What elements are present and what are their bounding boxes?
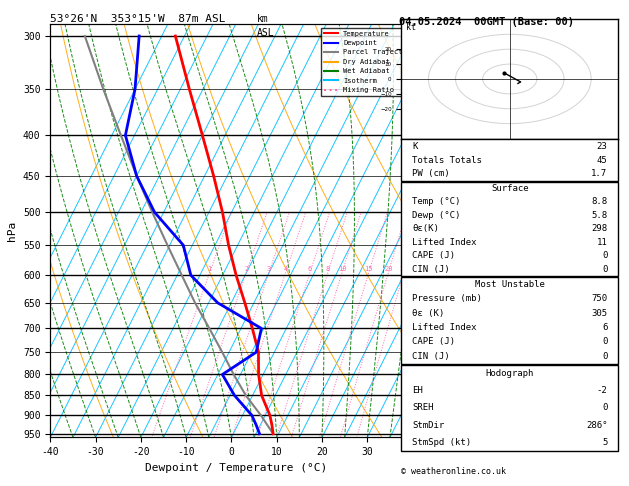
Text: PW (cm): PW (cm) xyxy=(412,170,450,178)
Text: 8.8: 8.8 xyxy=(591,197,608,207)
Text: 25: 25 xyxy=(399,266,408,272)
Text: Most Unstable: Most Unstable xyxy=(475,280,545,289)
Text: 6: 6 xyxy=(308,266,312,272)
Text: 3: 3 xyxy=(267,266,271,272)
Text: 2: 2 xyxy=(244,266,248,272)
Text: 0: 0 xyxy=(602,352,608,361)
Legend: Temperature, Dewpoint, Parcel Trajectory, Dry Adiabat, Wet Adiabat, Isotherm, Mi: Temperature, Dewpoint, Parcel Trajectory… xyxy=(321,28,418,96)
FancyBboxPatch shape xyxy=(401,182,618,276)
Text: CIN (J): CIN (J) xyxy=(412,265,450,274)
Text: 45: 45 xyxy=(597,156,608,165)
Text: SREH: SREH xyxy=(412,403,433,412)
Text: 6: 6 xyxy=(602,323,608,332)
Text: Surface: Surface xyxy=(491,184,528,193)
Text: 10: 10 xyxy=(338,266,347,272)
Text: 298: 298 xyxy=(591,225,608,233)
Text: © weatheronline.co.uk: © weatheronline.co.uk xyxy=(401,467,506,476)
Text: 286°: 286° xyxy=(586,420,608,430)
Text: Totals Totals: Totals Totals xyxy=(412,156,482,165)
Text: EH: EH xyxy=(412,386,423,395)
Text: CIN (J): CIN (J) xyxy=(412,352,450,361)
Text: θε(K): θε(K) xyxy=(412,225,439,233)
Text: ASL: ASL xyxy=(257,29,274,38)
Text: Pressure (mb): Pressure (mb) xyxy=(412,294,482,303)
Text: 5.8: 5.8 xyxy=(591,211,608,220)
Text: 750: 750 xyxy=(591,294,608,303)
Text: CAPE (J): CAPE (J) xyxy=(412,337,455,347)
Text: 1: 1 xyxy=(208,266,212,272)
Text: 0: 0 xyxy=(602,251,608,260)
Text: 53°26'N  353°15'W  87m ASL: 53°26'N 353°15'W 87m ASL xyxy=(50,14,226,23)
Text: 0: 0 xyxy=(602,265,608,274)
Text: kt: kt xyxy=(406,23,416,32)
Text: 11: 11 xyxy=(597,238,608,247)
Text: 0: 0 xyxy=(602,337,608,347)
X-axis label: Dewpoint / Temperature (°C): Dewpoint / Temperature (°C) xyxy=(145,463,327,473)
Text: Dewp (°C): Dewp (°C) xyxy=(412,211,460,220)
Text: θε (K): θε (K) xyxy=(412,309,445,317)
Text: K: K xyxy=(412,142,418,151)
Y-axis label: hPa: hPa xyxy=(8,221,18,241)
Text: 23: 23 xyxy=(597,142,608,151)
Text: 305: 305 xyxy=(591,309,608,317)
Text: Temp (°C): Temp (°C) xyxy=(412,197,460,207)
Text: -2: -2 xyxy=(597,386,608,395)
Text: StmDir: StmDir xyxy=(412,420,445,430)
FancyBboxPatch shape xyxy=(401,139,618,181)
Text: 1.7: 1.7 xyxy=(591,170,608,178)
Text: 20: 20 xyxy=(384,266,392,272)
Text: CAPE (J): CAPE (J) xyxy=(412,251,455,260)
FancyBboxPatch shape xyxy=(401,277,618,364)
FancyBboxPatch shape xyxy=(401,364,618,451)
Text: 04.05.2024  00GMT (Base: 00): 04.05.2024 00GMT (Base: 00) xyxy=(399,17,574,27)
Text: 15: 15 xyxy=(365,266,373,272)
Text: 4: 4 xyxy=(284,266,288,272)
Text: 8: 8 xyxy=(326,266,330,272)
Text: km: km xyxy=(257,14,269,24)
Text: 0: 0 xyxy=(602,403,608,412)
Text: 5: 5 xyxy=(602,438,608,447)
Text: Hodograph: Hodograph xyxy=(486,369,534,378)
Text: Lifted Index: Lifted Index xyxy=(412,238,477,247)
Text: Lifted Index: Lifted Index xyxy=(412,323,477,332)
Text: StmSpd (kt): StmSpd (kt) xyxy=(412,438,471,447)
